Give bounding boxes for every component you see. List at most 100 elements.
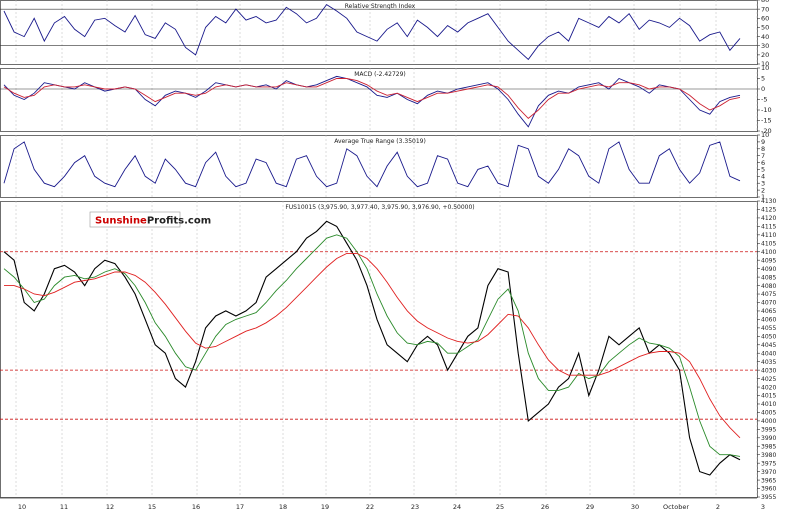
date-label: 24 (453, 503, 461, 511)
date-label: 25 (496, 503, 504, 511)
y-tick-label: 80 (761, 0, 769, 4)
y-tick-label: 70 (761, 5, 769, 13)
y-tick-label: 10 (761, 131, 769, 139)
y-tick-label: 3955 (761, 494, 776, 501)
y-tick-label: 4055 (761, 325, 776, 332)
y-tick-label: -10 (761, 106, 772, 114)
y-tick-label: 9 (761, 138, 765, 146)
y-tick-label: 2 (761, 186, 765, 194)
y-tick-label: 1 (761, 193, 765, 201)
y-tick-label: 3 (761, 179, 765, 187)
date-label: 12 (106, 503, 114, 511)
y-tick-label: 40 (761, 33, 769, 41)
sunshine-profits-logo: SunshineProfits.com (89, 211, 211, 228)
logo-text-part2: Profits.com (147, 216, 211, 227)
y-tick-label: 4 (761, 173, 765, 181)
y-tick-label: 4075 (761, 291, 776, 298)
series-line-2 (4, 252, 741, 439)
panel-frame (0, 0, 758, 65)
y-tick-label: 4110 (761, 232, 776, 239)
date-axis: 10 11 12 15 16 17 18 19 22 23 24 25 26 29 30 October 2 3 (0, 497, 765, 511)
y-tick-label: 5 (761, 166, 765, 174)
y-tick-label: 7 (761, 152, 765, 160)
date-label: 29 (586, 503, 594, 511)
y-tick-label: 4095 (761, 257, 776, 264)
y-tick-label: 4105 (761, 240, 776, 247)
y-tick-label: -5 (761, 96, 767, 104)
y-tick-label: 3975 (761, 460, 776, 467)
date-label: 26 (541, 503, 549, 511)
y-tick-label: 0 (761, 85, 765, 93)
y-tick-label: 4080 (761, 283, 776, 290)
y-tick-label: 30 (761, 42, 769, 50)
date-label: 19 (321, 503, 329, 511)
date-label: 2 (716, 503, 720, 511)
y-tick-label: 4030 (761, 367, 776, 374)
date-label: 30 (631, 503, 639, 511)
y-tick-label: 50 (761, 24, 769, 32)
date-label: 3 (761, 503, 765, 511)
date-label: 16 (192, 503, 200, 511)
y-tick-label: 3965 (761, 477, 776, 484)
date-label: 22 (366, 503, 374, 511)
series-line-0 (3, 75, 741, 128)
date-label: 17 (236, 503, 244, 511)
date-label: 11 (60, 503, 68, 511)
y-tick-label: 3970 (761, 469, 776, 476)
date-label: 15 (148, 503, 156, 511)
y-tick-label: 8 (761, 145, 765, 153)
y-tick-label: 4090 (761, 266, 776, 273)
y-tick-label: 4005 (761, 410, 776, 417)
logo-text: SunshineProfits.com (95, 216, 211, 227)
panel-1: -20 -15 -10 -5 0 5 10 MACD (-2.42729) (0, 64, 772, 135)
y-tick-label: 20 (761, 51, 769, 59)
y-tick-label: -15 (761, 117, 772, 125)
y-tick-label: 3960 (761, 486, 776, 493)
y-tick-label: 4060 (761, 317, 776, 324)
y-tick-label: 4085 (761, 274, 776, 281)
series-line-0 (3, 141, 741, 188)
date-label: 10 (18, 503, 26, 511)
panel-title: FUS10015 (3,975.90, 3,977.40, 3,975.90, … (285, 204, 474, 211)
panel-frame (0, 201, 758, 498)
y-tick-label: 3985 (761, 443, 776, 450)
y-tick-label: 5 (761, 75, 765, 83)
panel-frame (0, 135, 758, 198)
y-tick-label: 10 (761, 60, 769, 68)
y-tick-label: 4050 (761, 334, 776, 341)
date-label: 23 (411, 503, 419, 511)
y-tick-label: 4070 (761, 300, 776, 307)
y-tick-label: 4010 (761, 401, 776, 408)
y-tick-label: 4120 (761, 215, 776, 222)
y-tick-label: 4025 (761, 376, 776, 383)
y-tick-label: 4040 (761, 350, 776, 357)
y-tick-label: 4100 (761, 249, 776, 256)
y-tick-label: 4020 (761, 384, 776, 391)
y-tick-label: 10 (761, 64, 769, 72)
y-tick-label: 4045 (761, 342, 776, 349)
series-line-0 (3, 220, 741, 476)
date-label: 18 (279, 503, 287, 511)
panel-title: Average True Range (3.35019) (334, 138, 426, 145)
panel-title: Relative Strength Index (345, 3, 416, 10)
y-tick-label: 4035 (761, 359, 776, 366)
y-tick-label: 4065 (761, 308, 776, 315)
y-tick-label: 4115 (761, 224, 776, 231)
y-tick-label: 4000 (761, 418, 776, 425)
y-tick-label: 3990 (761, 435, 776, 442)
panel-title: MACD (-2.42729) (354, 71, 406, 78)
y-tick-label: 3995 (761, 427, 776, 434)
y-tick-label: 3980 (761, 452, 776, 459)
series-line-1 (3, 234, 741, 457)
panel-frame (0, 68, 758, 132)
logo-box (89, 211, 181, 228)
y-tick-label: 60 (761, 14, 769, 22)
y-tick-label: 4015 (761, 393, 776, 400)
y-tick-label: -20 (761, 127, 772, 135)
y-tick-label: 4125 (761, 207, 776, 214)
date-label: October (663, 503, 689, 511)
